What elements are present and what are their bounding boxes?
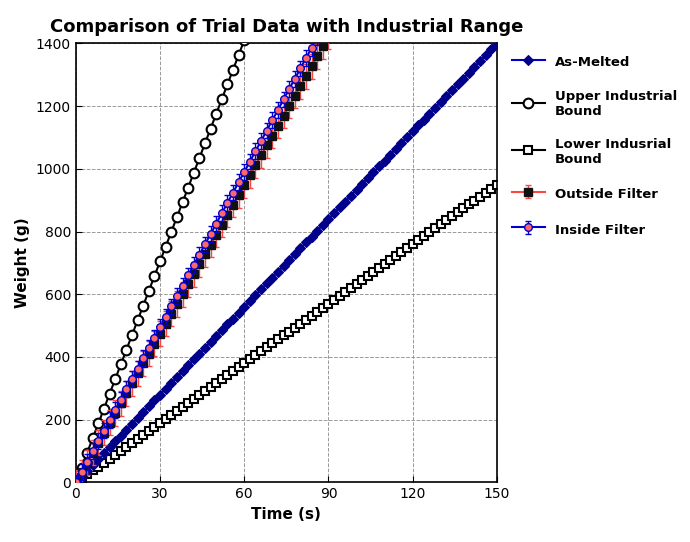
Upper Industrial
Bound <box>190 170 198 176</box>
Upper Industrial
Bound <box>106 391 114 397</box>
Legend: As-Melted, Upper Industrial
Bound, Lower Indusrial
Bound, Outside Filter, Inside: As-Melted, Upper Industrial Bound, Lower… <box>508 50 681 241</box>
As-Melted <box>72 479 80 486</box>
Line: Lower Indusrial
Bound: Lower Indusrial Bound <box>72 180 501 487</box>
Upper Industrial
Bound <box>217 96 226 102</box>
Upper Industrial
Bound <box>201 140 209 147</box>
Upper Industrial
Bound <box>100 405 108 412</box>
Upper Industrial
Bound <box>83 450 91 456</box>
Lower Indusrial
Bound <box>111 451 119 458</box>
Upper Industrial
Bound <box>72 479 80 486</box>
Line: As-Melted: As-Melted <box>72 40 500 486</box>
Lower Indusrial
Bound <box>493 182 501 188</box>
Upper Industrial
Bound <box>224 81 232 88</box>
Lower Indusrial
Bound <box>408 241 417 248</box>
Upper Industrial
Bound <box>179 199 187 205</box>
Line: Upper Industrial
Bound: Upper Industrial Bound <box>71 35 249 487</box>
Upper Industrial
Bound <box>111 376 119 383</box>
Upper Industrial
Bound <box>229 67 237 73</box>
Upper Industrial
Bound <box>195 155 204 162</box>
Lower Indusrial
Bound <box>290 324 299 331</box>
Upper Industrial
Bound <box>88 435 97 441</box>
As-Melted <box>493 40 501 47</box>
Upper Industrial
Bound <box>128 332 136 338</box>
Lower Indusrial
Bound <box>353 281 361 287</box>
As-Melted <box>111 438 119 444</box>
Upper Industrial
Bound <box>184 184 193 191</box>
As-Melted <box>217 327 226 333</box>
Upper Industrial
Bound <box>161 243 170 250</box>
Upper Industrial
Bound <box>122 346 130 353</box>
As-Melted <box>408 128 417 134</box>
Y-axis label: Weight (g): Weight (g) <box>15 217 30 308</box>
Upper Industrial
Bound <box>156 258 164 264</box>
Upper Industrial
Bound <box>117 361 125 367</box>
As-Melted <box>290 251 299 257</box>
Upper Industrial
Bound <box>145 287 153 294</box>
As-Melted <box>353 186 361 193</box>
Upper Industrial
Bound <box>235 51 243 58</box>
Lower Indusrial
Bound <box>72 479 80 486</box>
Upper Industrial
Bound <box>95 420 103 427</box>
X-axis label: Time (s): Time (s) <box>251 507 322 522</box>
Upper Industrial
Bound <box>77 464 86 471</box>
Upper Industrial
Bound <box>240 37 248 43</box>
Upper Industrial
Bound <box>212 111 220 117</box>
Title: Comparison of Trial Data with Industrial Range: Comparison of Trial Data with Industrial… <box>50 18 523 36</box>
Upper Industrial
Bound <box>139 302 148 309</box>
As-Melted <box>341 198 349 205</box>
Upper Industrial
Bound <box>172 214 181 221</box>
Upper Industrial
Bound <box>150 273 159 279</box>
Lower Indusrial
Bound <box>217 376 226 383</box>
Upper Industrial
Bound <box>206 125 215 132</box>
Upper Industrial
Bound <box>133 317 141 324</box>
Lower Indusrial
Bound <box>341 288 349 295</box>
Upper Industrial
Bound <box>167 229 175 235</box>
